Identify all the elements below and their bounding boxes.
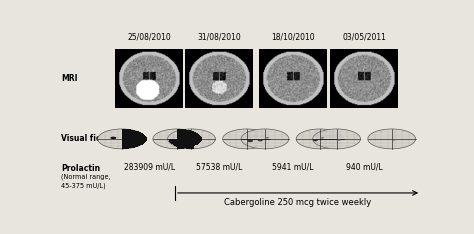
Ellipse shape (180, 134, 184, 136)
Text: Visual fields: Visual fields (61, 134, 114, 143)
Ellipse shape (110, 137, 116, 139)
Text: 31/08/2010: 31/08/2010 (197, 33, 241, 42)
Text: 45-375 mU/L): 45-375 mU/L) (61, 182, 106, 189)
Text: 5941 mU/L: 5941 mU/L (272, 162, 313, 171)
Text: Prolactin: Prolactin (61, 164, 100, 173)
Ellipse shape (266, 137, 269, 139)
Text: MRI: MRI (61, 74, 78, 83)
Text: 25/08/2010: 25/08/2010 (128, 33, 171, 42)
Ellipse shape (296, 129, 344, 149)
Text: 18/10/2010: 18/10/2010 (271, 33, 314, 42)
Ellipse shape (223, 129, 271, 149)
Text: Cabergoline 250 mcg twice weekly: Cabergoline 250 mcg twice weekly (224, 198, 372, 207)
Ellipse shape (168, 129, 215, 149)
Ellipse shape (337, 139, 341, 141)
Ellipse shape (368, 129, 416, 149)
Ellipse shape (247, 140, 253, 142)
Ellipse shape (258, 139, 263, 141)
Text: (Normal range,: (Normal range, (61, 173, 110, 180)
Ellipse shape (321, 137, 324, 139)
Ellipse shape (153, 129, 201, 149)
Text: 940 mU/L: 940 mU/L (346, 162, 383, 171)
Text: 283909 mU/L: 283909 mU/L (124, 162, 175, 171)
Ellipse shape (98, 129, 146, 149)
Ellipse shape (313, 139, 318, 141)
Ellipse shape (392, 139, 396, 141)
Text: 57538 mU/L: 57538 mU/L (196, 162, 242, 171)
Ellipse shape (313, 129, 360, 149)
Text: 03/05/2011: 03/05/2011 (342, 33, 386, 42)
Ellipse shape (241, 129, 289, 149)
